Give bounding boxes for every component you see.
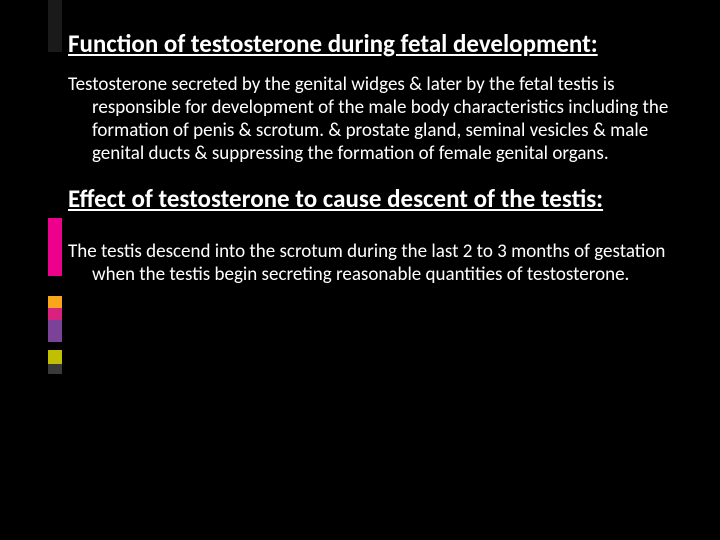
heading-fetal-development: Function of testosterone during fetal de… [92,30,678,59]
paragraph-fetal-development: Testosterone secreted by the genital wid… [92,73,678,166]
accent-segment [48,0,62,52]
accent-segment [48,218,62,276]
accent-bar [48,0,62,540]
accent-segment [48,308,62,320]
paragraph-descent-testis: The testis descend into the scrotum duri… [92,240,678,286]
accent-segment [48,320,62,342]
accent-segment [48,342,62,350]
slide-content: Function of testosterone during fetal de… [68,30,678,307]
accent-segment [48,350,62,364]
accent-segment [48,374,62,540]
accent-segment [48,296,62,308]
accent-segment [48,364,62,374]
accent-segment [48,276,62,296]
heading-descent-testis: Effect of testosterone to cause descent … [92,185,678,214]
accent-segment [48,52,62,218]
